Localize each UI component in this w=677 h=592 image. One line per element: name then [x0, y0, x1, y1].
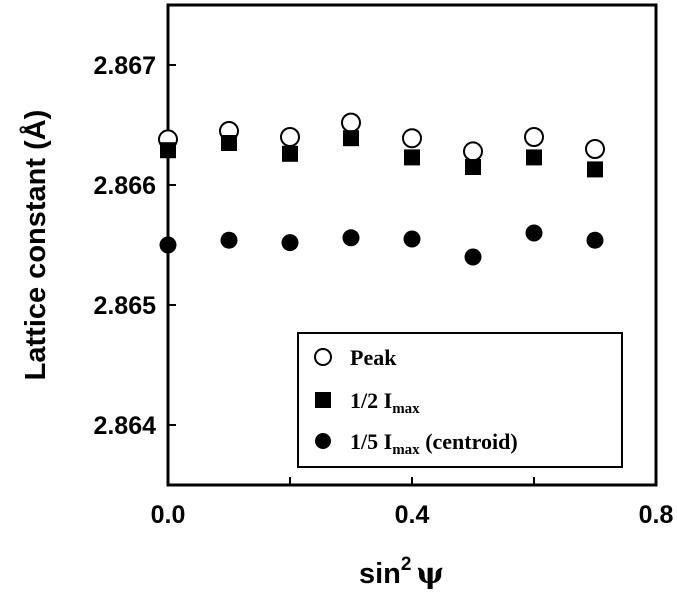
x-tick-label: 0.4: [395, 501, 430, 529]
x-tick-label: 0.0: [151, 501, 186, 529]
x-axis-title-symbol: ψ: [416, 556, 443, 590]
x-axis-title-base: sin: [359, 558, 401, 590]
x-axis-title-exponent: 2: [401, 554, 412, 575]
point-half-imax: [587, 161, 603, 178]
point-half-imax: [343, 130, 359, 147]
point-peak: [585, 139, 605, 159]
point-fifth-imax: [342, 229, 360, 247]
legend-fifth-imax-marker: [315, 433, 331, 449]
point-fifth-imax: [586, 231, 604, 249]
legend-half-imax-marker: [315, 392, 331, 408]
y-tick-label: 2.865: [93, 292, 156, 320]
legend-box: [297, 332, 623, 468]
point-peak: [341, 112, 361, 133]
y-tick-label: 2.867: [93, 52, 156, 80]
legend-fifth-imax-text: 1/5 I: [350, 429, 392, 454]
legend-fifth-imax-label: 1/5 Imax (centroid): [350, 429, 518, 458]
point-fifth-imax: [159, 236, 177, 254]
point-fifth-imax: [403, 230, 421, 248]
y-tick-label: 2.864: [93, 412, 156, 440]
legend-half-imax-label: 1/2 Imax: [350, 388, 420, 417]
point-fifth-imax: [281, 234, 299, 252]
point-half-imax: [160, 142, 176, 159]
point-fifth-imax: [525, 224, 543, 242]
point-half-imax: [221, 135, 237, 151]
point-fifth-imax: [464, 248, 482, 266]
y-axis-title: Lattice constant (Å): [19, 110, 52, 381]
legend-fifth-imax-sub: max: [392, 442, 420, 458]
y-tick-label: 2.866: [93, 172, 156, 200]
legend-fifth-imax-suffix: (centroid): [420, 429, 518, 454]
point-half-imax: [404, 149, 420, 166]
point-peak: [524, 127, 544, 147]
legend-half-imax-sub: max: [392, 401, 420, 417]
legend-peak-label: Peak: [350, 345, 397, 370]
legend-half-imax-text: 1/2 I: [350, 388, 392, 413]
point-peak: [402, 128, 422, 149]
point-half-imax: [526, 149, 542, 166]
x-axis-title: sin2 ψ: [359, 554, 444, 590]
data-points: [158, 112, 605, 266]
y-axis-ticks: 2.864 2.865 2.866 2.867: [93, 52, 176, 440]
x-tick-label: 0.8: [639, 501, 674, 529]
point-half-imax: [282, 145, 298, 162]
point-peak: [280, 127, 300, 147]
legend-peak-marker: [314, 348, 332, 366]
legend: Peak 1/2 Imax 1/5 Imax (centroid): [297, 332, 623, 468]
point-half-imax: [465, 159, 481, 175]
point-fifth-imax: [220, 231, 238, 249]
point-peak: [463, 141, 483, 162]
x-axis-ticks: 0.0 0.4 0.8: [151, 477, 674, 529]
